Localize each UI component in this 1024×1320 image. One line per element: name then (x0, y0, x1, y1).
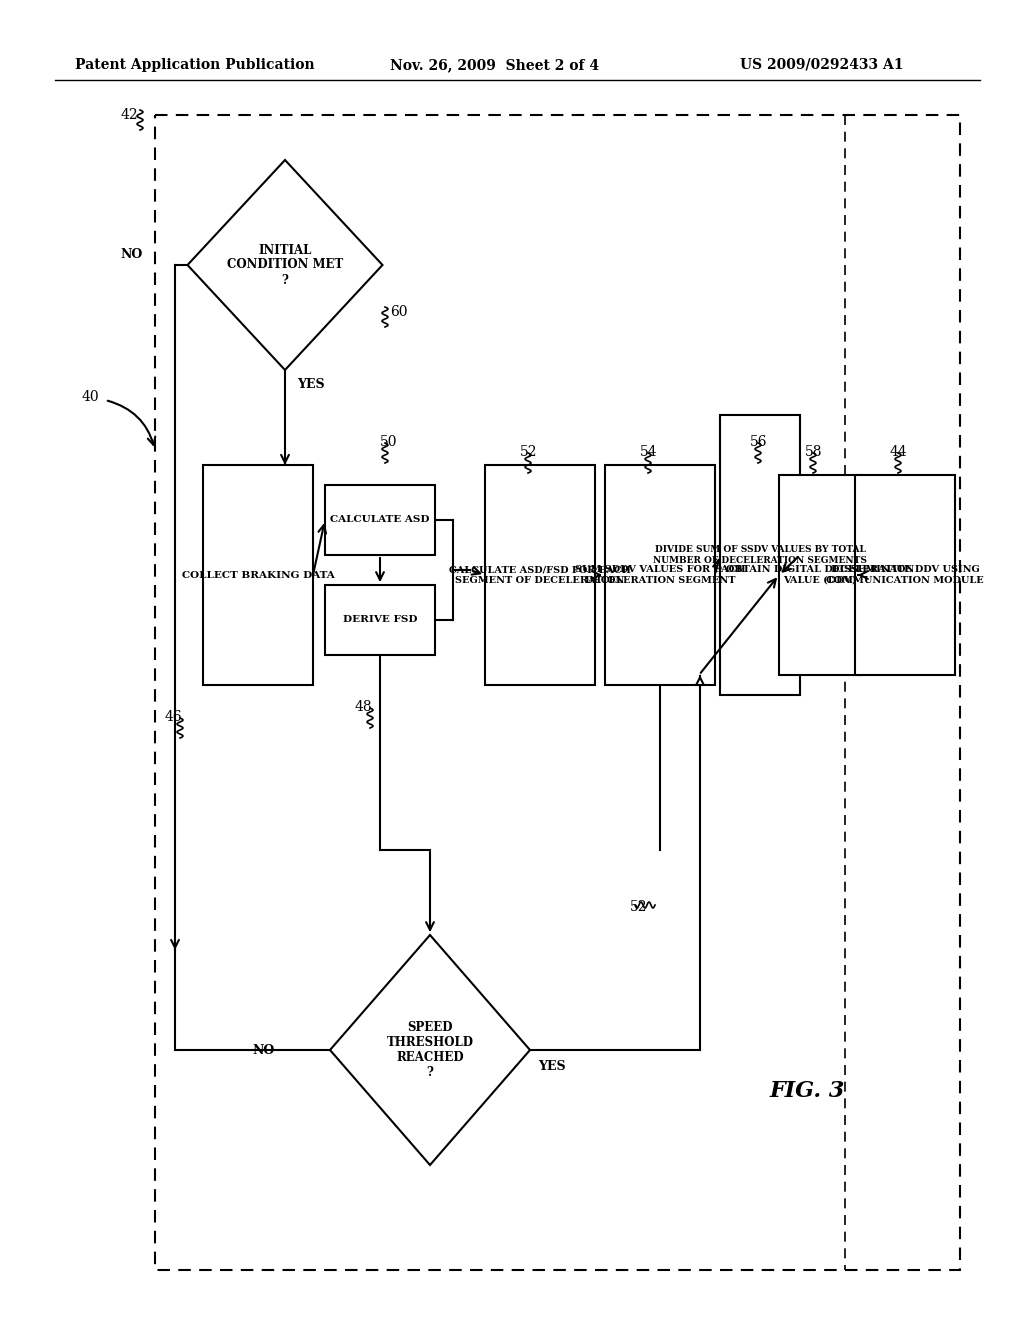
Bar (325, 484, 435, 554)
Bar (605, 465, 715, 685)
Text: 60: 60 (390, 305, 408, 319)
Text: OBTAIN DIGITAL DECELERATION
VALUE (DDV): OBTAIN DIGITAL DECELERATION VALUE (DDV) (726, 565, 914, 585)
Text: 58: 58 (805, 445, 822, 459)
Text: YES: YES (538, 1060, 565, 1073)
Text: CALCULATE ASD/FSD FOR EACH
SEGMENT OF DECELERATION: CALCULATE ASD/FSD FOR EACH SEGMENT OF DE… (450, 565, 631, 585)
Text: 44: 44 (890, 445, 907, 459)
Bar (155, 115, 961, 1270)
Bar (485, 465, 595, 685)
Text: US 2009/0292433 A1: US 2009/0292433 A1 (740, 58, 903, 73)
Text: DISSEMINATE DDV USING
COMMUNICATION MODULE: DISSEMINATE DDV USING COMMUNICATION MODU… (826, 565, 984, 585)
Text: SPEED
THRESHOLD
REACHED
?: SPEED THRESHOLD REACHED ? (386, 1020, 473, 1078)
Text: COLLECT BRAKING DATA: COLLECT BRAKING DATA (181, 570, 335, 579)
Text: SUM SDDV VALUES FOR EACH
DECELERATION SEGMENT: SUM SDDV VALUES FOR EACH DECELERATION SE… (574, 565, 745, 585)
Text: 42: 42 (121, 108, 138, 121)
Text: Patent Application Publication: Patent Application Publication (75, 58, 314, 73)
Text: NO: NO (120, 248, 142, 261)
Bar (855, 475, 955, 675)
Text: DERIVE FSD: DERIVE FSD (343, 615, 417, 624)
Text: 40: 40 (82, 389, 99, 404)
Bar (720, 414, 800, 696)
Text: CALCULATE ASD: CALCULATE ASD (331, 516, 430, 524)
Text: 50: 50 (380, 436, 397, 449)
Text: Nov. 26, 2009  Sheet 2 of 4: Nov. 26, 2009 Sheet 2 of 4 (390, 58, 599, 73)
Text: 52: 52 (520, 445, 538, 459)
Text: INITIAL
CONDITION MET
?: INITIAL CONDITION MET ? (227, 243, 343, 286)
Bar (779, 475, 861, 675)
Text: YES: YES (297, 378, 325, 391)
Text: 46: 46 (165, 710, 182, 723)
Bar (203, 465, 313, 685)
Text: 48: 48 (355, 700, 373, 714)
Bar (325, 585, 435, 655)
Text: FIG. 3: FIG. 3 (770, 1080, 846, 1102)
Text: DIVIDE SUM OF SSDV VALUES BY TOTAL
NUMBER OF DECELERATION SEGMENTS: DIVIDE SUM OF SSDV VALUES BY TOTAL NUMBE… (653, 545, 867, 565)
Text: 56: 56 (750, 436, 768, 449)
Text: 54: 54 (640, 445, 657, 459)
Text: 52: 52 (630, 900, 647, 913)
Text: NO: NO (253, 1044, 275, 1056)
